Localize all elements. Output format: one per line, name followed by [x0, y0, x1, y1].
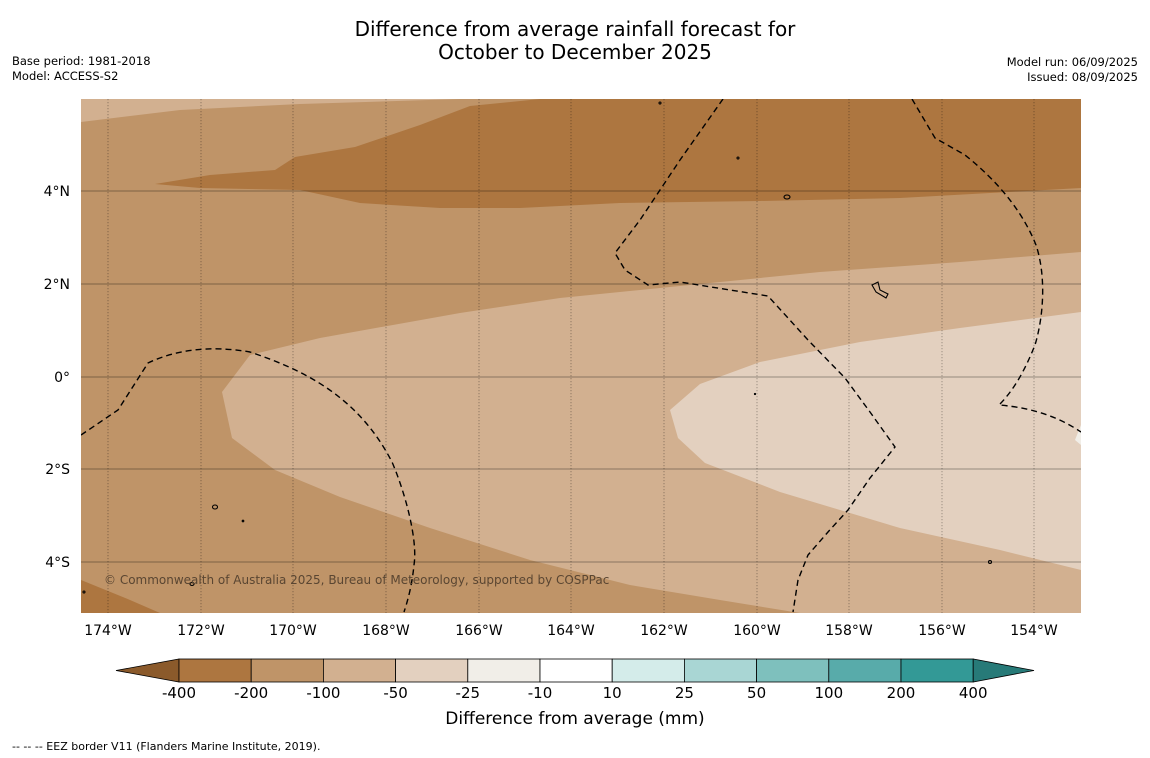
lon-labels: 174°W 172°W 170°W 168°W 166°W 164°W 162°…	[84, 623, 1058, 639]
colorbar-segment-3	[395, 658, 469, 683]
colorbar-tick-label: 200	[886, 684, 916, 702]
model-run: Model run: 06/09/2025	[1006, 55, 1138, 69]
eez-borders	[81, 99, 1081, 613]
colorbar-segment-2	[322, 658, 396, 683]
lon-label-174w: 174°W	[84, 623, 132, 639]
colorbar-tick-label: -10	[527, 684, 553, 702]
title-line-1: Difference from average rainfall forecas…	[354, 17, 796, 41]
lon-label-156w: 156°W	[918, 623, 966, 639]
lat-labels: 4°N 2°N 0° 2°S 4°S	[44, 184, 71, 571]
issued-date: Issued: 08/09/2025	[1027, 70, 1138, 84]
colorbar-segment-1	[250, 658, 324, 683]
colorbar-extend-high	[972, 658, 1035, 683]
lat-label-4n: 4°N	[44, 184, 70, 200]
lat-label-2n: 2°N	[44, 277, 70, 293]
band-minus-50-to-minus-100-top-left	[81, 99, 460, 122]
copyright-notice: © Commonwealth of Australia 2025, Bureau…	[104, 573, 609, 587]
island-3	[211, 504, 219, 510]
colorbar-segment-6	[611, 658, 685, 683]
colorbar-tick-label: -400	[161, 684, 197, 702]
colorbar-segment-8	[756, 658, 830, 683]
model-info: Base period: 1981-2018 Model: ACCESS-S2	[12, 54, 151, 84]
colorbar-tick-label: 10	[602, 684, 622, 702]
colorbar-extend-low	[115, 658, 180, 683]
lon-label-154w: 154°W	[1010, 623, 1058, 639]
lon-label-168w: 168°W	[362, 623, 410, 639]
colorbar-tick-label: 400	[958, 684, 988, 702]
colorbar-tick-label: 25	[674, 684, 694, 702]
eez-footnote: -- -- -- EEZ border V11 (Flanders Marine…	[12, 740, 321, 753]
lat-label-4s: 4°S	[45, 555, 70, 571]
island-9	[753, 392, 757, 396]
base-period: Base period: 1981-2018	[12, 54, 151, 68]
colorbar-tick-label: -100	[306, 684, 341, 702]
lat-label-2s: 2°S	[45, 462, 70, 478]
colorbar-segment-9	[828, 658, 902, 683]
map-area: © Commonwealth of Australia 2025, Bureau…	[81, 99, 1081, 613]
island-2	[871, 281, 889, 299]
colorbar-tick-label: 100	[814, 684, 844, 702]
colorbar-segment-4	[467, 658, 541, 683]
band-minus-25-to-minus-50	[670, 312, 1081, 570]
graticule	[81, 99, 1081, 613]
colorbar-tick-label: 50	[747, 684, 767, 702]
colorbar-segment-7	[684, 658, 758, 683]
eez-border-east	[911, 99, 1081, 433]
band-minus-200-dry-north	[81, 99, 1081, 208]
eez-border-west	[81, 348, 416, 613]
latitude-lines	[81, 190, 1081, 563]
colorbar-tick-label: -200	[234, 684, 269, 702]
lon-label-166w: 166°W	[455, 623, 503, 639]
island-10	[82, 590, 86, 594]
lon-label-164w: 164°W	[547, 623, 595, 639]
colorbar-tick-label: -50	[383, 684, 408, 702]
colorbar-tick-label: -25	[455, 684, 481, 702]
island-5	[987, 559, 993, 565]
lat-label-0: 0°	[54, 370, 70, 386]
island-4	[189, 581, 195, 587]
band-minus-10-to-minus-25	[1075, 425, 1081, 445]
run-info: Model run: 06/09/2025 Issued: 08/09/2025	[1007, 55, 1138, 85]
island-1	[783, 194, 791, 200]
lon-label-162w: 162°W	[640, 623, 688, 639]
lon-label-160w: 160°W	[733, 623, 781, 639]
band-minus-200-bottom-left	[81, 580, 160, 613]
map-title: Difference from average rainfall forecas…	[0, 18, 1150, 64]
colorbar	[115, 658, 1035, 683]
island-7	[736, 156, 740, 160]
island-8	[241, 519, 245, 523]
islands	[82, 101, 993, 594]
colorbar-segment-10	[900, 658, 974, 683]
colorbar-title: Difference from average (mm)	[445, 709, 705, 729]
colorbar-segment-0	[178, 658, 252, 683]
island-6	[658, 101, 662, 105]
lon-label-172w: 172°W	[177, 623, 225, 639]
title-line-2: October to December 2025	[438, 40, 712, 64]
model-name: Model: ACCESS-S2	[12, 69, 119, 83]
lon-label-170w: 170°W	[269, 623, 317, 639]
colorbar-segment-5	[539, 658, 613, 683]
eez-border-central	[614, 99, 896, 613]
lon-label-158w: 158°W	[825, 623, 873, 639]
